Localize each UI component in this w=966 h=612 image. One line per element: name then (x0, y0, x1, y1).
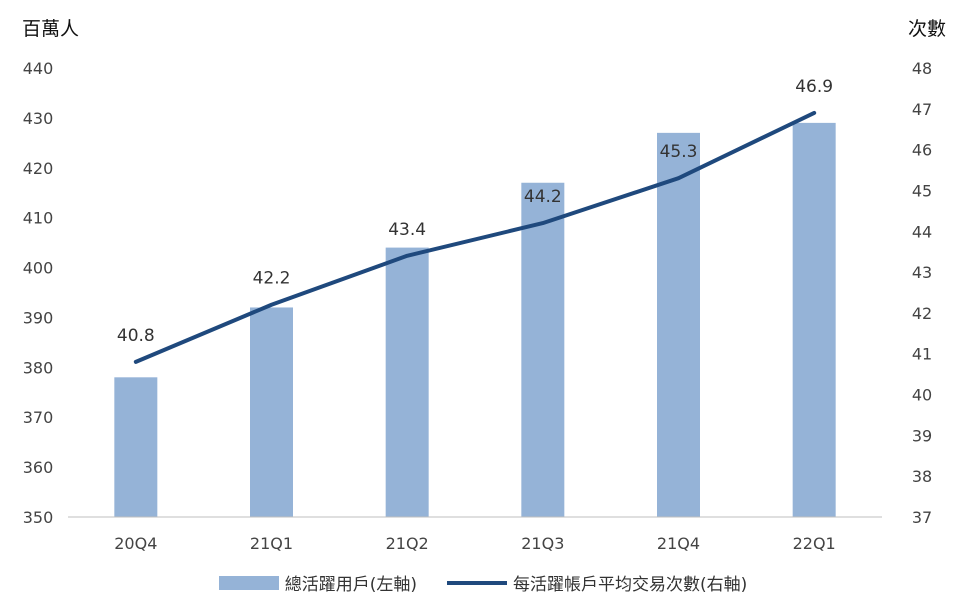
right-axis-unit: 次數 (907, 18, 946, 40)
y-right-tick-label: 39 (912, 426, 932, 445)
x-tick-label-20Q4: 20Q4 (114, 534, 157, 553)
line-point-21Q2 (405, 254, 409, 258)
left-axis-unit: 百萬人 (22, 18, 80, 40)
y-right-tick-label: 40 (912, 386, 932, 405)
x-tick-label-21Q2: 21Q2 (386, 534, 429, 553)
y-left-tick-label: 380 (23, 358, 54, 377)
x-tick-label-21Q1: 21Q1 (250, 534, 293, 553)
y-right-tick-label: 44 (912, 222, 932, 241)
y-left-tick-label: 360 (23, 458, 54, 477)
y-right-tick-label: 38 (912, 467, 932, 486)
y-left-tick-label: 420 (23, 159, 54, 178)
y-left-tick-label: 390 (23, 308, 54, 327)
x-tick-label-21Q4: 21Q4 (657, 534, 700, 553)
y-left-tick-label: 350 (23, 508, 54, 527)
data-label-21Q4: 45.3 (660, 142, 698, 162)
y-right-tick-label: 47 (912, 100, 932, 119)
legend-swatch-bars (218, 575, 279, 590)
y-right-tick-label: 45 (912, 181, 932, 200)
legend-label-line: 每活躍帳戶平均交易次數(右軸) (513, 575, 748, 595)
line-point-21Q4 (677, 176, 680, 180)
y-right-tick-label: 37 (912, 508, 932, 527)
y-left-tick-label: 370 (23, 408, 54, 427)
legend-item-line: 每活躍帳戶平均交易次數(右軸) (447, 570, 747, 595)
x-tick-label-21Q3: 21Q3 (521, 534, 564, 553)
y-right-tick-label: 42 (912, 304, 932, 323)
line-series (133, 110, 817, 364)
legend-swatch-line (447, 580, 507, 585)
y-right-tick-label: 43 (912, 263, 932, 282)
y-left-tick-label: 440 (23, 59, 54, 78)
bar-21Q3 (521, 182, 565, 517)
bar-21Q1 (250, 307, 293, 517)
data-label-22Q1: 46.9 (795, 77, 833, 97)
bar-22Q1 (792, 122, 836, 517)
bar-20Q4 (114, 377, 158, 517)
y-right-tick-label: 48 (912, 59, 932, 78)
y-right-tick-label: 41 (912, 345, 932, 364)
data-label-21Q3: 44.2 (524, 187, 562, 207)
legend-item-bars: 總活躍用戶(左軸) (218, 570, 417, 595)
line-point-21Q3 (541, 221, 545, 225)
y-left-tick-label: 410 (23, 209, 54, 228)
y-left-tick-label: 400 (23, 259, 54, 278)
legend: 總活躍用戶(左軸) 每活躍帳戶平均交易次數(右軸) (0, 570, 966, 595)
line-point-21Q1 (270, 303, 273, 307)
bar-21Q2 (385, 247, 429, 517)
line-point-22Q1 (812, 111, 816, 115)
data-label-21Q1: 42.2 (253, 269, 291, 289)
x-tick-label-22Q1: 22Q1 (793, 534, 836, 553)
y-right-tick-label: 46 (912, 141, 932, 160)
line-point-20Q4 (134, 360, 138, 364)
legend-label-bars: 總活躍用戶(左軸) (284, 575, 417, 595)
data-label-21Q2: 43.4 (388, 220, 426, 240)
y-left-tick-label: 430 (23, 109, 54, 128)
data-label-20Q4: 40.8 (117, 326, 155, 346)
bar-21Q4 (657, 132, 700, 517)
